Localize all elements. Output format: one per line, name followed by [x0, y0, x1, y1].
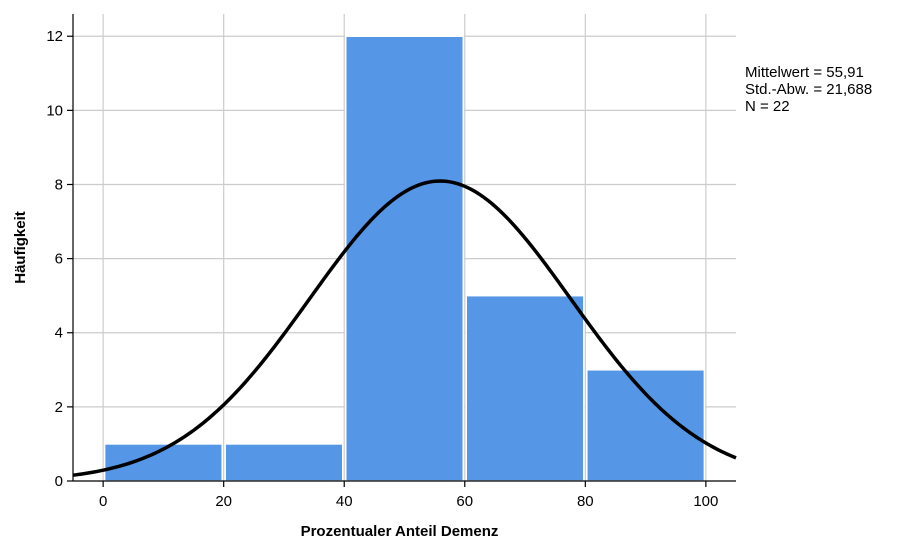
histogram-bar [586, 369, 706, 482]
histogram-bars [103, 35, 706, 482]
y-axis-title: Häufigkeit [12, 211, 29, 284]
y-tick-label: 12 [46, 28, 63, 45]
x-tick-label: 0 [99, 493, 107, 510]
histogram-bar [344, 35, 465, 482]
normal-curve [72, 179, 737, 477]
x-tick-label: 40 [336, 493, 353, 510]
stat-n: N = 22 [745, 98, 790, 115]
stat-std-dev: Std.-Abw. = 21,688 [745, 81, 872, 98]
y-tick-label: 8 [55, 176, 63, 193]
x-axis-title: Prozentualer Anteil Demenz [301, 523, 499, 540]
stat-mean: Mittelwert = 55,91 [745, 64, 864, 81]
statistics-box: Mittelwert = 55,91 Std.-Abw. = 21,688 N … [745, 64, 872, 115]
x-tick-label: 80 [577, 493, 594, 510]
y-tick-label: 0 [55, 473, 63, 490]
histogram-bar [465, 294, 585, 482]
y-tick-label: 6 [55, 251, 63, 268]
y-tick-label: 4 [55, 325, 63, 342]
tick-labels: 0 2 4 6 8 10 12 0 20 40 60 80 100 [46, 28, 718, 510]
x-tick-label: 60 [456, 493, 473, 510]
y-tick-label: 10 [46, 102, 63, 119]
x-tick-label: 100 [693, 493, 718, 510]
x-tick-label: 20 [215, 493, 232, 510]
axes [72, 14, 736, 482]
histogram-bar [224, 443, 344, 482]
y-tick-label: 2 [55, 399, 63, 416]
